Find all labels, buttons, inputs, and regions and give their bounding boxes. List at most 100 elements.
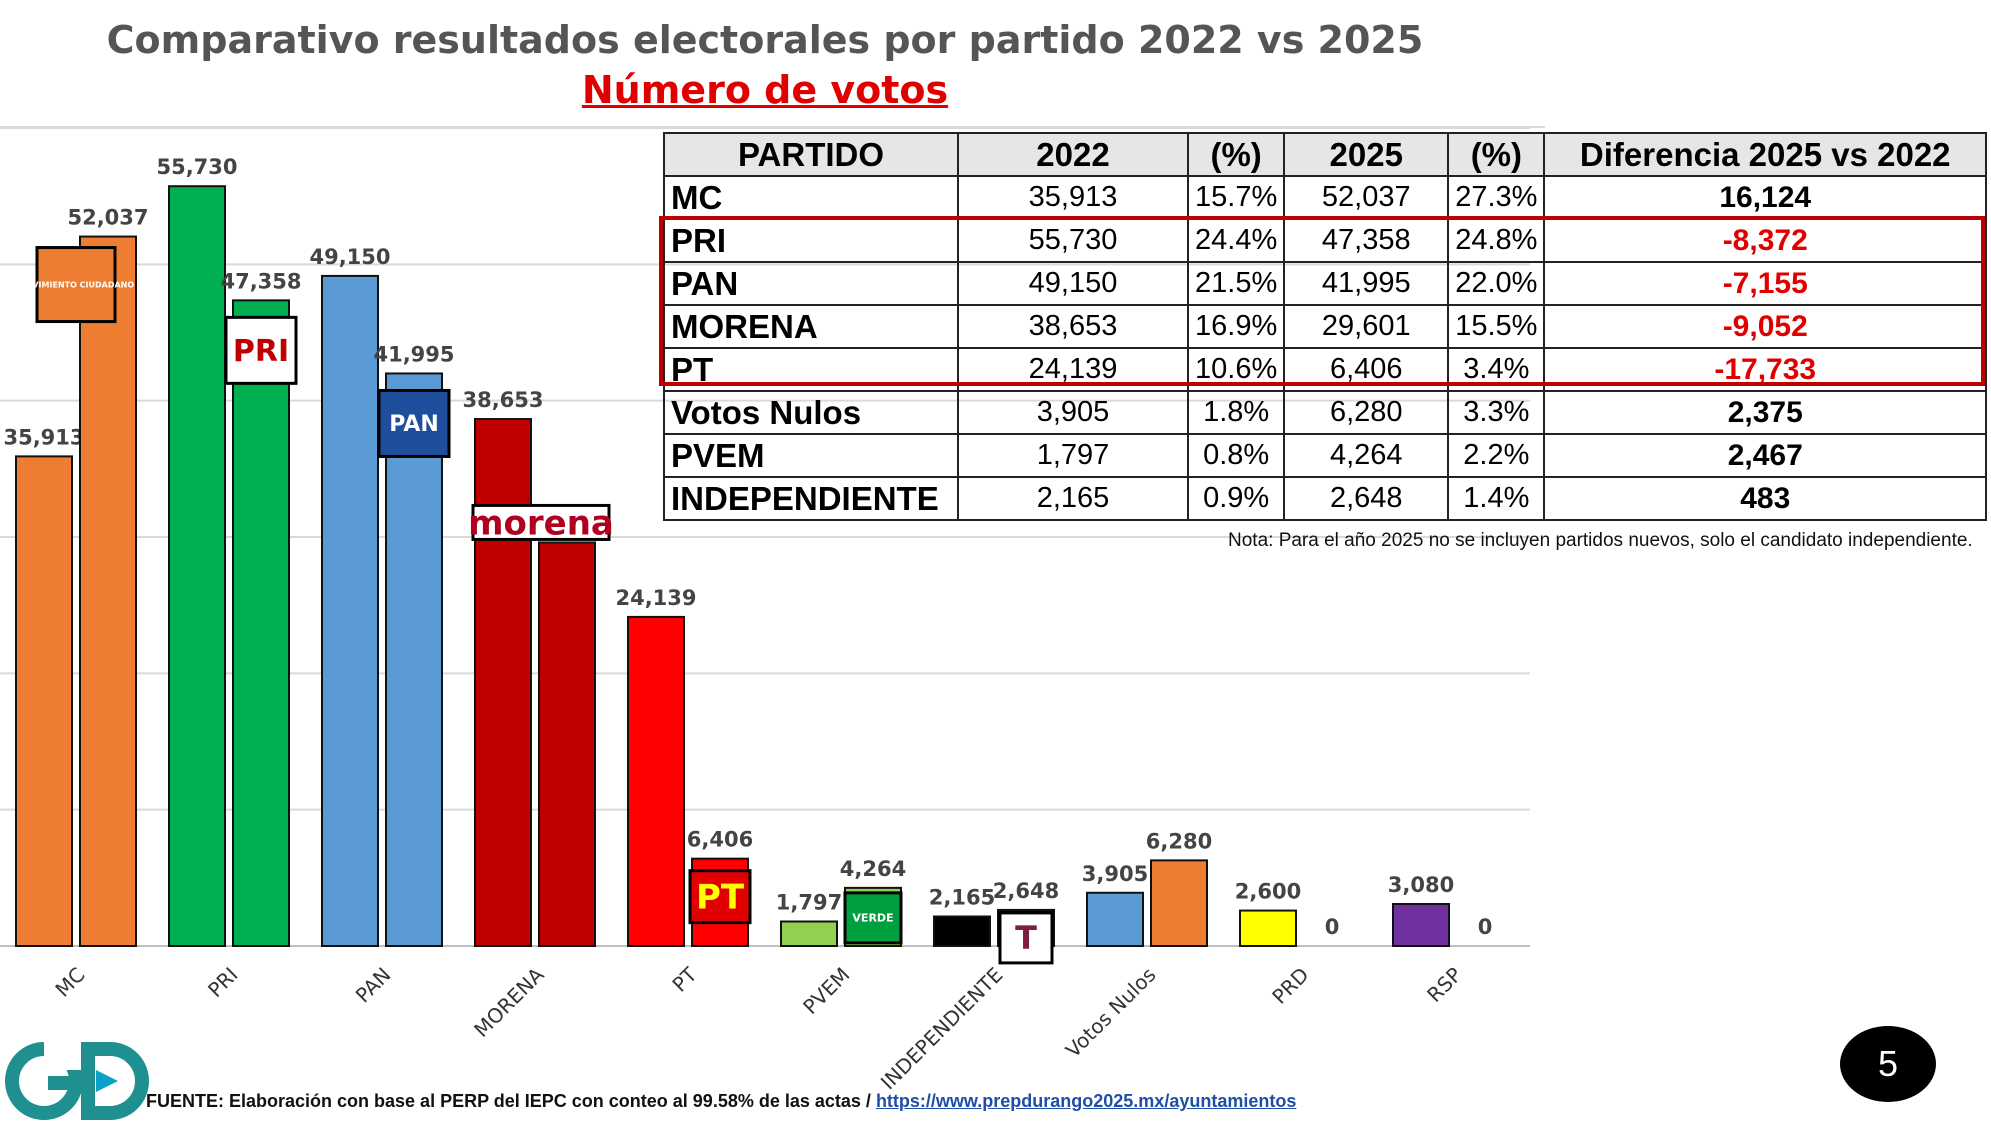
party-logo-icon bbox=[843, 891, 903, 945]
pct-2022-cell: 24.4% bbox=[1186, 218, 1286, 263]
data-label: 6,406 bbox=[687, 828, 753, 852]
data-label: 24,139 bbox=[615, 586, 696, 610]
category-label: INDEPENDIENTE bbox=[876, 963, 1008, 1095]
data-label: 0 bbox=[1478, 915, 1493, 939]
party-logo-icon bbox=[998, 911, 1054, 965]
value-2022-cell: 38,653 bbox=[957, 304, 1189, 349]
value-2022-cell: 24,139 bbox=[957, 347, 1189, 392]
table-note: Nota: Para el año 2025 no se incluyen pa… bbox=[1228, 530, 1973, 551]
category-label: PRD bbox=[1267, 963, 1313, 1009]
category-label: MC bbox=[50, 963, 89, 1002]
party-logo-icon bbox=[377, 388, 451, 458]
header-pct-2022: (%) bbox=[1186, 132, 1286, 177]
source-note: FUENTE: Elaboración con base al PERP del… bbox=[146, 1091, 1296, 1112]
table-row: PRI 55,730 24.4% 47,358 24.8% -8,372 bbox=[663, 218, 1987, 263]
pct-2022-cell: 21.5% bbox=[1186, 261, 1286, 306]
header-diferencia: Diferencia 2025 vs 2022 bbox=[1543, 132, 1987, 177]
data-label: 2,648 bbox=[993, 879, 1059, 903]
source-text: FUENTE: Elaboración con base al PERP del… bbox=[146, 1091, 871, 1111]
header-partido: PARTIDO bbox=[663, 132, 959, 177]
data-label: 3,905 bbox=[1082, 862, 1148, 886]
data-label: 47,358 bbox=[220, 269, 301, 293]
pct-2022-cell: 0.9% bbox=[1186, 476, 1286, 521]
table-row: PVEM 1,797 0.8% 4,264 2.2% 2,467 bbox=[663, 433, 1987, 478]
bar bbox=[933, 915, 991, 947]
data-label: 35,913 bbox=[3, 425, 84, 449]
category-label: PAN bbox=[351, 963, 396, 1008]
party-cell: PAN bbox=[663, 261, 959, 306]
party-logo-icon bbox=[471, 503, 611, 541]
data-label: 55,730 bbox=[156, 155, 237, 179]
header-2025: 2025 bbox=[1283, 132, 1450, 177]
table-row: MC 35,913 15.7% 52,037 27.3% 16,124 bbox=[663, 175, 1987, 220]
party-logo-icon bbox=[35, 246, 117, 324]
category-label: Votos Nulos bbox=[1061, 963, 1161, 1063]
difference-cell: -7,155 bbox=[1543, 261, 1987, 306]
table-row: PT 24,139 10.6% 6,406 3.4% -17,733 bbox=[663, 347, 1987, 392]
pct-2025-cell: 24.8% bbox=[1447, 218, 1546, 263]
party-logo-text: MOVIMIENTO CIUDADANO bbox=[18, 280, 135, 289]
data-label: 52,037 bbox=[67, 206, 148, 230]
gd-logo-icon bbox=[5, 1040, 149, 1120]
bar bbox=[1150, 859, 1208, 948]
pct-2025-cell: 15.5% bbox=[1447, 304, 1546, 349]
difference-cell: 2,375 bbox=[1543, 390, 1987, 435]
pct-2022-cell: 10.6% bbox=[1186, 347, 1286, 392]
bar bbox=[627, 615, 685, 947]
category-label: PT bbox=[667, 962, 702, 997]
bar bbox=[79, 235, 137, 947]
party-cell: Votos Nulos bbox=[663, 390, 959, 435]
data-label: 4,264 bbox=[840, 857, 906, 881]
value-2025-cell: 6,280 bbox=[1283, 390, 1450, 435]
table-row: MORENA 38,653 16.9% 29,601 15.5% -9,052 bbox=[663, 304, 1987, 349]
source-link[interactable]: https://www.prepdurango2025.mx/ayuntamie… bbox=[875, 1091, 1297, 1111]
bar bbox=[474, 418, 532, 947]
value-2025-cell: 52,037 bbox=[1283, 175, 1450, 220]
bar bbox=[1239, 909, 1297, 948]
party-cell: INDEPENDIENTE bbox=[663, 476, 959, 521]
pct-2022-cell: 1.8% bbox=[1186, 390, 1286, 435]
table-row: Votos Nulos 3,905 1.8% 6,280 3.3% 2,375 bbox=[663, 390, 1987, 435]
difference-cell: -17,733 bbox=[1543, 347, 1987, 392]
pct-2025-cell: 1.4% bbox=[1447, 476, 1546, 521]
pct-2022-cell: 0.8% bbox=[1186, 433, 1286, 478]
value-2025-cell: 6,406 bbox=[1283, 347, 1450, 392]
data-label: 2,165 bbox=[929, 885, 995, 909]
data-label: 38,653 bbox=[462, 388, 543, 412]
party-logo-icon bbox=[224, 315, 298, 385]
party-logo-text: VERDE bbox=[852, 912, 893, 925]
data-label: 41,995 bbox=[373, 342, 454, 366]
page-number-badge: 5 bbox=[1840, 1026, 1936, 1102]
data-label: 49,150 bbox=[309, 245, 390, 269]
category-label: PRI bbox=[203, 963, 242, 1002]
bar bbox=[780, 920, 838, 948]
chart-subtitle: Número de votos bbox=[581, 68, 949, 112]
header-2022: 2022 bbox=[957, 132, 1189, 177]
party-logo-icon bbox=[688, 869, 752, 925]
table-body: MC 35,913 15.7% 52,037 27.3% 16,124 PRI 55,730 2… bbox=[663, 175, 1987, 521]
data-label: 2,600 bbox=[1235, 880, 1301, 904]
data-label: 3,080 bbox=[1388, 873, 1454, 897]
party-cell: PRI bbox=[663, 218, 959, 263]
header-pct-2025: (%) bbox=[1447, 132, 1546, 177]
value-2022-cell: 55,730 bbox=[957, 218, 1189, 263]
difference-cell: 16,124 bbox=[1543, 175, 1987, 220]
category-label: MORENA bbox=[469, 962, 549, 1042]
pct-2025-cell: 3.3% bbox=[1447, 390, 1546, 435]
bar bbox=[168, 185, 226, 947]
difference-cell: -9,052 bbox=[1543, 304, 1987, 349]
party-logo-text: morena bbox=[468, 503, 614, 543]
value-2025-cell: 4,264 bbox=[1283, 433, 1450, 478]
category-label: RSP bbox=[1422, 963, 1466, 1007]
bar bbox=[385, 372, 443, 948]
value-2025-cell: 2,648 bbox=[1283, 476, 1450, 521]
difference-cell: -8,372 bbox=[1543, 218, 1987, 263]
data-label: 0 bbox=[1325, 915, 1340, 939]
table-header-row: PARTIDO 2022 (%) 2025 (%) Diferencia 202… bbox=[663, 132, 1987, 177]
pct-2022-cell: 16.9% bbox=[1186, 304, 1286, 349]
table-row: INDEPENDIENTE 2,165 0.9% 2,648 1.4% 483 bbox=[663, 476, 1987, 521]
pct-2025-cell: 2.2% bbox=[1447, 433, 1546, 478]
bar bbox=[1392, 903, 1450, 948]
bar bbox=[1086, 891, 1144, 948]
